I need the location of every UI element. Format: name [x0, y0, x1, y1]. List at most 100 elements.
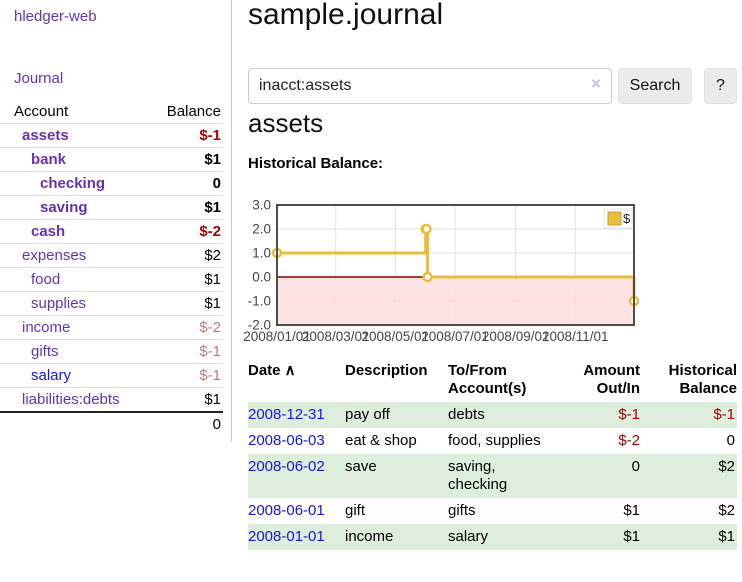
transaction-date-link[interactable]: 2008-06-01: [248, 502, 325, 519]
transaction-balance: $1: [718, 528, 735, 545]
sort-ascending-icon: ∧: [280, 362, 296, 379]
account-row: checking 0: [0, 171, 223, 196]
transaction-amount: $1: [623, 502, 640, 519]
historical-balance-chart: $3.0 2.0 1.0 0.0 -1.0 -2.0 2008/01/01 2008/03/0…: [243, 198, 737, 348]
x-axis-tick-label: 2008/03/01: [302, 329, 370, 344]
register-table: Date ∧ Description To/From Account(s) Amount…: [248, 358, 737, 550]
account-link-salary[interactable]: salary: [31, 367, 72, 384]
transaction-amount: 0: [631, 458, 640, 475]
x-axis-tick-label: 2008/11/01: [542, 329, 609, 344]
accounts-table-body: assets $-1 bank $1 checking 0 saving $1 cash $-2 e…: [0, 123, 223, 413]
account-link-expenses[interactable]: expenses: [22, 247, 87, 264]
plot-border: [276, 204, 635, 326]
account-balance: $1: [204, 295, 221, 312]
account-link-food[interactable]: food: [31, 271, 61, 288]
account-row: income $-2: [0, 315, 223, 340]
account-balance: 0: [212, 175, 221, 192]
account-link-saving[interactable]: saving: [40, 199, 88, 216]
transaction-balance: $2: [718, 458, 735, 475]
accounts-header-account: Account: [14, 103, 69, 120]
accounts-total-value: 0: [212, 416, 221, 433]
transaction-accounts: salary: [448, 528, 489, 545]
help-button[interactable]: ?: [704, 68, 737, 104]
register-table-body: 2008-12-31 pay off debts $-1 $-1 2008-06-03 ea…: [248, 402, 737, 550]
register-header-row: Date ∧ Description To/From Account(s) Amount…: [248, 358, 737, 402]
main-content: sample.journal × Search ? assets Histori…: [243, 0, 737, 582]
register-header-historical: Historical Balance: [668, 362, 737, 397]
y-axis-tick-label: 3.0: [252, 198, 271, 213]
account-balance: $1: [204, 199, 221, 216]
transaction-accounts: saving, checking: [448, 458, 508, 493]
balance-chart-svg: $3.0 2.0 1.0 0.0 -1.0 -2.02008/01/012008/03/0…: [243, 198, 640, 344]
account-row: saving $1: [0, 195, 223, 220]
transaction-accounts: gifts: [448, 502, 476, 519]
account-link-checking[interactable]: checking: [40, 175, 106, 192]
x-axis-tick-label: 2008/05/01: [362, 329, 430, 344]
account-row: supplies $1: [0, 291, 223, 316]
account-row: salary $-1: [0, 363, 223, 388]
search-button[interactable]: Search: [618, 68, 692, 104]
account-row: gifts $-1: [0, 339, 223, 364]
transaction-balance: 0: [726, 432, 735, 449]
y-axis-tick-label: 1.0: [252, 246, 271, 261]
transaction-amount: $1: [623, 528, 640, 545]
sidebar: hledger-web Journal Account Balance asse…: [0, 0, 232, 442]
y-axis-tick-label: -2.0: [248, 318, 271, 333]
transaction-description: pay off: [345, 406, 390, 423]
clear-search-icon[interactable]: ×: [591, 74, 601, 93]
account-balance: $2: [204, 247, 221, 264]
transaction-description: eat & shop: [345, 432, 417, 449]
negative-region-shading: [277, 277, 634, 325]
account-balance: $1: [204, 391, 221, 408]
sidebar-item-journal[interactable]: Journal: [14, 70, 64, 87]
transaction-description: gift: [345, 502, 366, 519]
transaction-amount: $-2: [618, 432, 640, 449]
transaction-date-link[interactable]: 2008-06-03: [248, 432, 325, 449]
data-point-marker: [421, 223, 432, 235]
register-header-date[interactable]: Date ∧: [248, 362, 296, 379]
account-balance: $1: [204, 151, 221, 168]
account-link-cash[interactable]: cash: [31, 223, 66, 240]
account-link-liabilities-debts[interactable]: liabilities:debts: [22, 391, 120, 408]
account-row: liabilities:debts $1: [0, 387, 223, 413]
account-row: food $1: [0, 267, 223, 292]
accounts-table: Account Balance assets $-1 bank $1 checking 0…: [0, 100, 223, 436]
register-row: 2008-12-31 pay off debts $-1 $-1: [248, 402, 737, 428]
brand-link[interactable]: hledger-web: [14, 8, 97, 25]
accounts-header-row: Account Balance: [0, 100, 223, 124]
register-row: 2008-01-01 income salary $1 $1: [248, 524, 737, 550]
account-row: cash $-2: [0, 219, 223, 244]
y-axis-tick-label: 0.0: [252, 270, 271, 285]
account-row: assets $-1: [0, 123, 223, 148]
account-balance: $-2: [199, 319, 221, 336]
account-link-gifts[interactable]: gifts: [31, 343, 59, 360]
account-link-bank[interactable]: bank: [31, 151, 67, 168]
account-link-assets[interactable]: assets: [22, 127, 69, 144]
register-row: 2008-06-03 eat & shop food, supplies $-2 0: [248, 428, 737, 454]
transaction-description: income: [345, 528, 394, 545]
legend-swatch: [607, 211, 622, 226]
transaction-date-link[interactable]: 2008-06-02: [248, 458, 325, 475]
account-link-supplies[interactable]: supplies: [31, 295, 87, 312]
x-axis-tick-label: 2008/07/01: [421, 329, 489, 344]
account-balance: $1: [204, 271, 221, 288]
account-balance: $-1: [199, 343, 221, 360]
search-form: × Search ?: [248, 68, 737, 104]
account-heading: assets: [248, 108, 324, 138]
x-axis-tick-label: 2008/01/01: [243, 329, 311, 344]
page-title: sample.journal: [248, 0, 444, 31]
transaction-accounts: debts: [448, 406, 485, 423]
transaction-date-link[interactable]: 2008-01-01: [248, 528, 325, 545]
account-row: bank $1: [0, 147, 223, 172]
register-header-amount: Amount Out/In: [583, 362, 640, 397]
account-balance: $-1: [199, 367, 221, 384]
account-link-income[interactable]: income: [22, 319, 71, 336]
transaction-date-link[interactable]: 2008-12-31: [248, 406, 325, 423]
transaction-amount: $-1: [618, 406, 640, 423]
search-input[interactable]: [248, 68, 612, 104]
register-row: 2008-06-02 save saving, checking 0 $2: [248, 454, 737, 498]
register-header-to-from: To/From Account(s): [448, 362, 527, 397]
register-header-description: Description: [345, 362, 428, 379]
accounts-total-row: 0: [0, 412, 223, 436]
